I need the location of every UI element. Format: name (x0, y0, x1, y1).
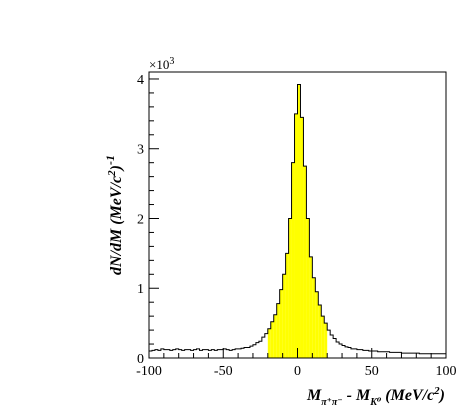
x-axis-title: Mπ⁺π⁻ - MK⁰ (MeV/c2) (306, 385, 445, 408)
y-tick-label: 1 (137, 282, 144, 297)
highlight-bin (294, 113, 298, 358)
highlight-bin (285, 253, 289, 358)
highlight-bin (303, 166, 307, 358)
highlight-bin (273, 314, 277, 358)
x-tick-label: -100 (136, 364, 162, 379)
y-tick-label: 0 (137, 352, 144, 367)
highlight-bin (279, 289, 283, 358)
y-tick-label: 4 (137, 73, 144, 88)
y-axis-title: dN/dM (MeV/c2)-1 (103, 155, 125, 275)
highlight-bin (309, 256, 313, 358)
highlight-bin (321, 316, 325, 358)
highlight-bin (315, 291, 319, 358)
highlight-bin (300, 117, 304, 358)
highlight-bin (291, 162, 295, 358)
y-tick-label: 3 (137, 143, 144, 158)
highlight-bin (318, 304, 322, 358)
highlight-bin (324, 323, 328, 358)
x-tick-label: 50 (365, 364, 379, 379)
highlight-bin (297, 84, 301, 359)
x-tick-label: -50 (214, 364, 233, 379)
highlight-bin (306, 218, 310, 358)
y-multiplier-label: ×103 (149, 56, 174, 72)
highlight-bin (267, 328, 271, 358)
y-tick-label: 2 (137, 212, 144, 227)
highlight-bin (312, 277, 316, 358)
histogram-outline (149, 84, 446, 355)
plot-area: -100 -50 0 50 100 0 1 2 3 4 (136, 71, 457, 379)
highlight-bin (276, 303, 280, 358)
x-tick-label: 100 (436, 364, 457, 379)
highlight-bin (282, 274, 286, 358)
highlight-bin (288, 218, 292, 358)
x-tick-label: 0 (294, 364, 301, 379)
highlight-bin (270, 321, 274, 358)
